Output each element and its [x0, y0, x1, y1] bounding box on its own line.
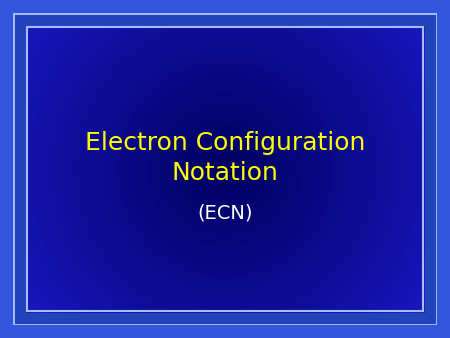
Text: (ECN): (ECN) — [197, 203, 253, 222]
Bar — [27, 27, 423, 311]
Text: Notation: Notation — [171, 161, 279, 185]
Bar — [17, 17, 433, 321]
Text: Electron Configuration: Electron Configuration — [85, 131, 365, 155]
Bar — [20, 20, 430, 318]
